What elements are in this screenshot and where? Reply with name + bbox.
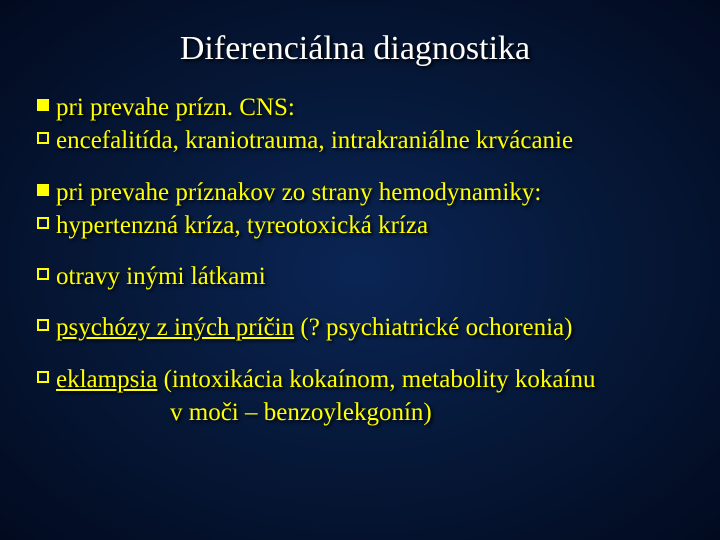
bullet-group: pri prevahe prízn. CNS: encefalitída, kr… [30,92,680,157]
list-item: pri prevahe príznakov zo strany hemodyna… [30,177,680,208]
underline-text: eklampsia [56,366,157,393]
list-text: encefalitída, kraniotrauma, intrakraniál… [56,125,680,156]
underline-text: psychózy z iných príčin [56,314,294,341]
list-item: otravy inými látkami [30,261,680,292]
square-open-icon [30,364,56,383]
list-item: psychózy z iných príčin (? psychiatrické… [30,312,680,343]
list-text: otravy inými látkami [56,261,680,292]
list-item: eklampsia (intoxikácia kokaínom, metabol… [30,364,680,395]
slide-title: Diferenciálna diagnostika [30,30,680,68]
slide: Diferenciálna diagnostika pri prevahe pr… [0,0,720,540]
square-open-icon [30,210,56,229]
bullet-group: psychózy z iných príčin (? psychiatrické… [30,312,680,343]
list-item: pri prevahe prízn. CNS: [30,92,680,123]
square-open-icon [30,312,56,331]
list-text: hypertenzná kríza, tyreotoxická kríza [56,210,680,241]
square-open-icon [30,261,56,280]
list-item: hypertenzná kríza, tyreotoxická kríza [30,210,680,241]
list-text: pri prevahe príznakov zo strany hemodyna… [56,177,680,208]
plain-text: (? psychiatrické ochorenia) [294,314,572,341]
list-text: pri prevahe prízn. CNS: [56,92,680,123]
list-text: eklampsia (intoxikácia kokaínom, metabol… [56,364,680,395]
plain-text: (intoxikácia kokaínom, metabolity kokaín… [157,366,595,393]
bullet-group: eklampsia (intoxikácia kokaínom, metabol… [30,364,680,429]
square-filled-icon [30,177,56,196]
list-text: psychózy z iných príčin (? psychiatrické… [56,312,680,343]
continuation-text: v moči – benzoylekgonín) [30,397,680,428]
list-item: encefalitída, kraniotrauma, intrakraniál… [30,125,680,156]
bullet-group: pri prevahe príznakov zo strany hemodyna… [30,177,680,242]
square-filled-icon [30,92,56,111]
bullet-group: otravy inými látkami [30,261,680,292]
square-open-icon [30,125,56,144]
